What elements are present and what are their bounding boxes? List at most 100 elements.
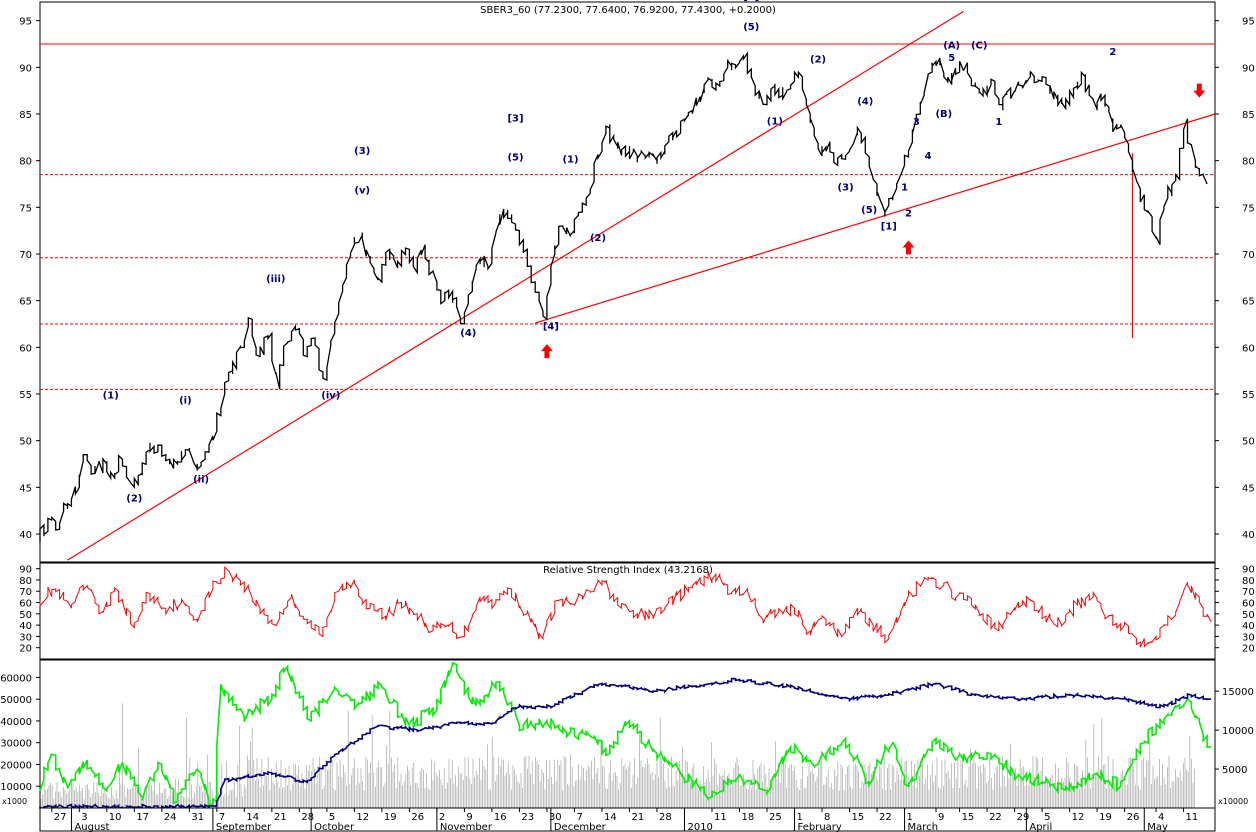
volume-right-axis-label: x10000 bbox=[1218, 797, 1248, 806]
wave-label: (4) bbox=[460, 328, 476, 339]
wave-label: (3) bbox=[354, 146, 370, 157]
wave-label: (2) bbox=[126, 493, 142, 504]
wave-label: [3] bbox=[507, 113, 523, 124]
x-tick-label: 5 bbox=[1044, 812, 1050, 823]
wave-label: (v) bbox=[354, 185, 370, 196]
x-tick-label: 4 bbox=[1158, 812, 1164, 823]
price-y-tick-label-left: 50 bbox=[19, 437, 32, 448]
rsi-y-tick-label-right: 20 bbox=[1242, 644, 1255, 655]
x-tick-label: 31 bbox=[191, 812, 204, 823]
price-trendlines bbox=[67, 10, 1216, 561]
x-tick-label: 28 bbox=[659, 812, 672, 823]
month-label: September bbox=[216, 822, 272, 832]
wave-label: (5) bbox=[507, 153, 523, 164]
rsi-y-tick-label-left: 40 bbox=[19, 621, 32, 632]
wave-label: [5] bbox=[743, 0, 759, 3]
trendline bbox=[67, 10, 964, 561]
price-y-tick-label-left: 95 bbox=[19, 17, 32, 28]
rsi-y-tick-label-left: 30 bbox=[19, 632, 32, 643]
month-label: October bbox=[314, 822, 355, 832]
x-tick-label: 19 bbox=[1099, 812, 1112, 823]
wave-label: 1 bbox=[901, 183, 908, 194]
month-label: December bbox=[554, 822, 607, 832]
price-y-tick-label-left: 45 bbox=[19, 483, 32, 494]
rsi-y-tick-label-right: 70 bbox=[1242, 587, 1255, 598]
x-tick-label: 14 bbox=[604, 812, 617, 823]
month-label: November bbox=[440, 822, 493, 832]
x-tick-label: 22 bbox=[989, 812, 1002, 823]
x-tick-label: 29 bbox=[1017, 812, 1030, 823]
trendline bbox=[534, 113, 1216, 324]
volume-left-tick-label: 30000 bbox=[0, 739, 32, 750]
price-y-tick-label-right: 65 bbox=[1242, 297, 1255, 308]
x-tick-label: 26 bbox=[1127, 812, 1140, 823]
volume-left-tick-label: 10000 bbox=[0, 782, 32, 793]
x-tick-label: 21 bbox=[274, 812, 287, 823]
volume-left-tick-label: 40000 bbox=[0, 717, 32, 728]
x-tick-label: 9 bbox=[938, 812, 944, 823]
wave-label: 1 bbox=[995, 117, 1002, 128]
wave-label: 4 bbox=[925, 151, 932, 162]
volume-navy-series-line bbox=[39, 677, 1212, 810]
volume-left-axis: 10000 20000 30000 40000 50000 60000 bbox=[0, 673, 40, 793]
price-y-tick-label-right: 75 bbox=[1242, 203, 1255, 214]
wave-label: (1) bbox=[767, 116, 783, 127]
price-y-tick-label-left: 85 bbox=[19, 110, 32, 121]
x-tick-label: 7 bbox=[219, 812, 225, 823]
rsi-panel: Relative Strength Index (43.2168) 20 2030… bbox=[19, 562, 1255, 660]
wave-label: (iv) bbox=[321, 391, 340, 402]
rsi-y-tick-label-right: 80 bbox=[1242, 576, 1255, 587]
x-tick-label: 18 bbox=[741, 812, 754, 823]
x-tick-label: 3 bbox=[81, 812, 87, 823]
rsi-y-tick-label-right: 60 bbox=[1242, 599, 1255, 610]
x-axis-frame bbox=[39, 807, 1216, 832]
price-y-tick-label-left: 75 bbox=[19, 203, 32, 214]
rsi-y-tick-label-right: 40 bbox=[1242, 621, 1255, 632]
up-arrow-icon bbox=[902, 240, 915, 255]
price-title: SBER3_60 (77.2300, 77.6400, 76.9200, 77.… bbox=[480, 5, 776, 16]
price-plot-frame bbox=[39, 1, 1216, 563]
x-tick-label: 1 bbox=[907, 812, 913, 823]
rsi-y-tick-label-left: 50 bbox=[19, 610, 32, 621]
wave-label: [4] bbox=[543, 322, 559, 333]
wave-label: (5) bbox=[861, 205, 877, 216]
volume-panel: 10000 20000 30000 40000 50000 60000 5000 10000… bbox=[0, 659, 1254, 810]
price-y-tick-label-left: 90 bbox=[19, 63, 32, 74]
price-y-tick-label-left: 40 bbox=[19, 530, 32, 541]
x-tick-label: 26 bbox=[411, 812, 424, 823]
x-tick-label: 22 bbox=[879, 812, 892, 823]
wave-labels: (1) (2) (i) (ii) (iii) (iv) (v) (3) (4) [3] (5) [4]… bbox=[103, 0, 1117, 504]
volume-left-axis-label: x1000 bbox=[2, 797, 27, 806]
month-label: May bbox=[1147, 822, 1168, 832]
price-y-tick-label-left: 60 bbox=[19, 343, 32, 354]
wave-label: 2 bbox=[1109, 47, 1116, 58]
price-y-tick-label-left: 70 bbox=[19, 250, 32, 261]
x-tick-label: 23 bbox=[521, 812, 534, 823]
x-axis-months: August September October November December 20… bbox=[70, 808, 1168, 832]
price-y-tick-label-right: 70 bbox=[1242, 250, 1255, 261]
wave-label: 2 bbox=[905, 209, 912, 220]
rsi-series-line bbox=[39, 566, 1212, 648]
x-tick-label: 21 bbox=[631, 812, 644, 823]
rsi-y-tick-label-left: 80 bbox=[19, 576, 32, 587]
price-y-tick-label-right: 45 bbox=[1242, 483, 1255, 494]
price-y-tick-label-left: 65 bbox=[19, 297, 32, 308]
up-arrow-icon bbox=[540, 344, 553, 359]
wave-label: (1) bbox=[103, 391, 119, 402]
price-y-tick-label-right: 80 bbox=[1242, 157, 1255, 168]
wave-label: (1) bbox=[562, 155, 578, 166]
wave-label: (3) bbox=[838, 183, 854, 194]
price-y-tick-label-right: 50 bbox=[1242, 437, 1255, 448]
x-tick-label: 2 bbox=[439, 812, 445, 823]
x-tick-label: 17 bbox=[136, 812, 149, 823]
x-tick-label: 11 bbox=[714, 812, 727, 823]
wave-label: (C) bbox=[971, 41, 987, 52]
month-label: March bbox=[908, 822, 938, 832]
x-tick-label: 15 bbox=[852, 812, 865, 823]
wave-label: (2) bbox=[810, 55, 826, 66]
rsi-y-tick-label-right: 50 bbox=[1242, 610, 1255, 621]
price-horizontal-lines bbox=[40, 43, 1215, 390]
x-tick-label: 30 bbox=[549, 812, 562, 823]
rsi-y-tick-label-right: 90 bbox=[1242, 565, 1255, 576]
